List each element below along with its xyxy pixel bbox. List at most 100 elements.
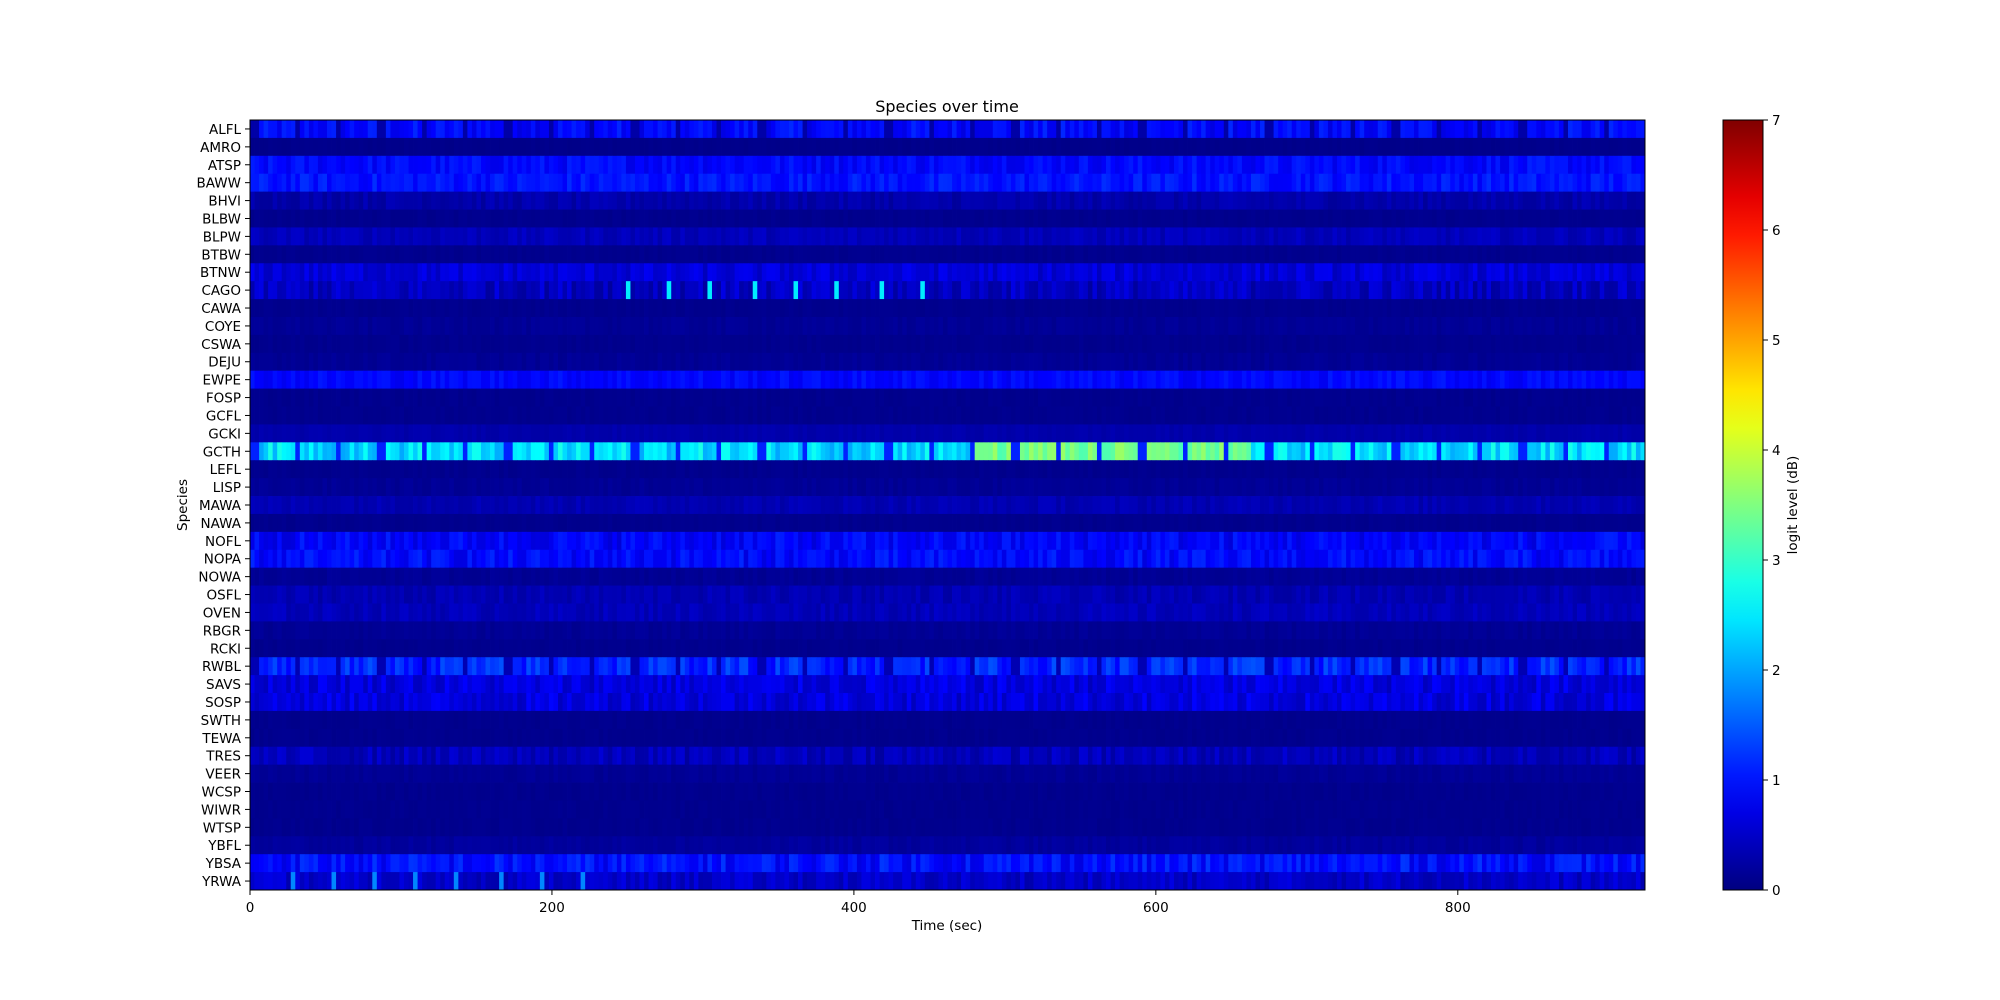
heatmap-cell xyxy=(1033,370,1039,390)
heatmap-cell xyxy=(942,120,948,139)
heatmap-cell xyxy=(1106,137,1111,157)
heatmap-cell xyxy=(1404,120,1410,139)
heatmap-cell xyxy=(1128,155,1134,175)
heatmap-cell xyxy=(1568,388,1573,407)
heatmap-cell xyxy=(1355,352,1361,372)
heatmap-cell xyxy=(417,316,423,336)
heatmap-cell xyxy=(748,388,754,407)
heatmap-cell xyxy=(1536,227,1542,246)
heatmap-cell xyxy=(721,120,726,139)
heatmap-cell xyxy=(345,245,351,264)
heatmap-cell xyxy=(1015,137,1021,157)
heatmap-cell xyxy=(1513,209,1519,228)
heatmap-cell xyxy=(1577,352,1582,372)
heatmap-cell xyxy=(671,120,677,139)
heatmap-cell xyxy=(1395,388,1401,407)
heatmap-cell xyxy=(820,352,826,372)
heatmap-cell xyxy=(657,388,663,407)
heatmap-cell xyxy=(1305,281,1311,300)
heatmap-cell xyxy=(675,334,681,354)
heatmap-cell xyxy=(1509,281,1515,300)
heatmap-cell xyxy=(340,120,346,139)
heatmap-cell xyxy=(499,120,505,139)
heatmap-cell xyxy=(480,334,486,354)
heatmap-cell xyxy=(1323,299,1329,318)
heatmap-cell xyxy=(816,263,822,282)
heatmap-cell xyxy=(1296,227,1302,246)
heatmap-cell xyxy=(390,263,396,282)
heatmap-cell xyxy=(394,388,400,407)
heatmap-cell xyxy=(1115,245,1121,264)
heatmap-cell xyxy=(1604,263,1610,282)
heatmap-cell xyxy=(322,370,328,390)
heatmap-cell xyxy=(1382,263,1388,282)
heatmap-cell xyxy=(431,406,437,425)
heatmap-cell xyxy=(634,299,640,318)
heatmap-cell xyxy=(648,209,654,228)
heatmap-cell xyxy=(521,370,527,390)
heatmap-cell xyxy=(1572,334,1578,354)
heatmap-cell xyxy=(634,137,640,157)
heatmap-cell xyxy=(725,316,731,336)
heatmap-cell xyxy=(947,281,953,300)
heatmap-cell xyxy=(1423,120,1428,139)
heatmap-cell xyxy=(1346,352,1351,372)
heatmap-cell xyxy=(336,388,341,407)
heatmap-cell xyxy=(598,245,604,264)
heatmap-cell xyxy=(1558,334,1564,354)
heatmap-cell xyxy=(1137,316,1143,336)
heatmap-cell xyxy=(1178,263,1184,282)
heatmap-cell xyxy=(1291,370,1297,390)
heatmap-cell xyxy=(1173,173,1179,193)
heatmap-cell xyxy=(444,120,450,139)
heatmap-cell xyxy=(793,137,799,157)
heatmap-cell xyxy=(1137,173,1143,193)
heatmap-cell xyxy=(571,263,577,282)
heatmap-cell xyxy=(920,388,926,407)
heatmap-cell xyxy=(639,316,645,336)
heatmap-cell xyxy=(1409,334,1415,354)
heatmap-cell xyxy=(834,263,840,282)
heatmap-cell xyxy=(644,316,649,336)
heatmap-cell xyxy=(757,334,763,354)
heatmap-cell xyxy=(1495,352,1501,372)
heatmap-cell xyxy=(1604,299,1610,318)
heatmap-cell xyxy=(281,370,287,390)
heatmap-cell xyxy=(911,299,917,318)
heatmap-cell xyxy=(1160,316,1166,336)
heatmap-cell xyxy=(1350,245,1356,264)
heatmap-cell xyxy=(358,388,364,407)
heatmap-cell xyxy=(775,227,781,246)
heatmap-cell xyxy=(1119,227,1125,246)
heatmap-cell xyxy=(1033,352,1039,372)
heatmap-cell xyxy=(440,120,446,139)
heatmap-cell xyxy=(1486,316,1492,336)
heatmap-cell xyxy=(585,191,591,210)
heatmap-cell xyxy=(1368,191,1374,210)
heatmap-cell xyxy=(1291,209,1297,228)
heatmap-cell xyxy=(503,120,509,139)
heatmap-cell xyxy=(1590,245,1596,264)
heatmap-cell xyxy=(748,263,754,282)
heatmap-cell xyxy=(1164,281,1170,300)
heatmap-cell xyxy=(490,227,495,246)
heatmap-cell xyxy=(725,120,731,139)
heatmap-cell xyxy=(1531,263,1537,282)
heatmap-cell xyxy=(548,191,554,210)
heatmap-cell xyxy=(675,316,681,336)
heatmap-cell xyxy=(1228,281,1234,300)
heatmap-cell xyxy=(390,281,396,300)
heatmap-cell xyxy=(1155,299,1161,318)
heatmap-cell xyxy=(992,263,998,282)
heatmap-cell xyxy=(1260,334,1265,354)
heatmap-cell xyxy=(1269,137,1274,157)
heatmap-cell xyxy=(299,281,305,300)
heatmap-cell xyxy=(281,299,287,318)
heatmap-cell xyxy=(666,245,672,264)
heatmap-cell xyxy=(933,155,939,175)
heatmap-cell xyxy=(644,120,649,139)
heatmap-cell xyxy=(413,406,418,425)
heatmap-cell xyxy=(403,352,409,372)
heatmap-cell xyxy=(970,299,976,318)
heatmap-cell xyxy=(1332,173,1338,193)
